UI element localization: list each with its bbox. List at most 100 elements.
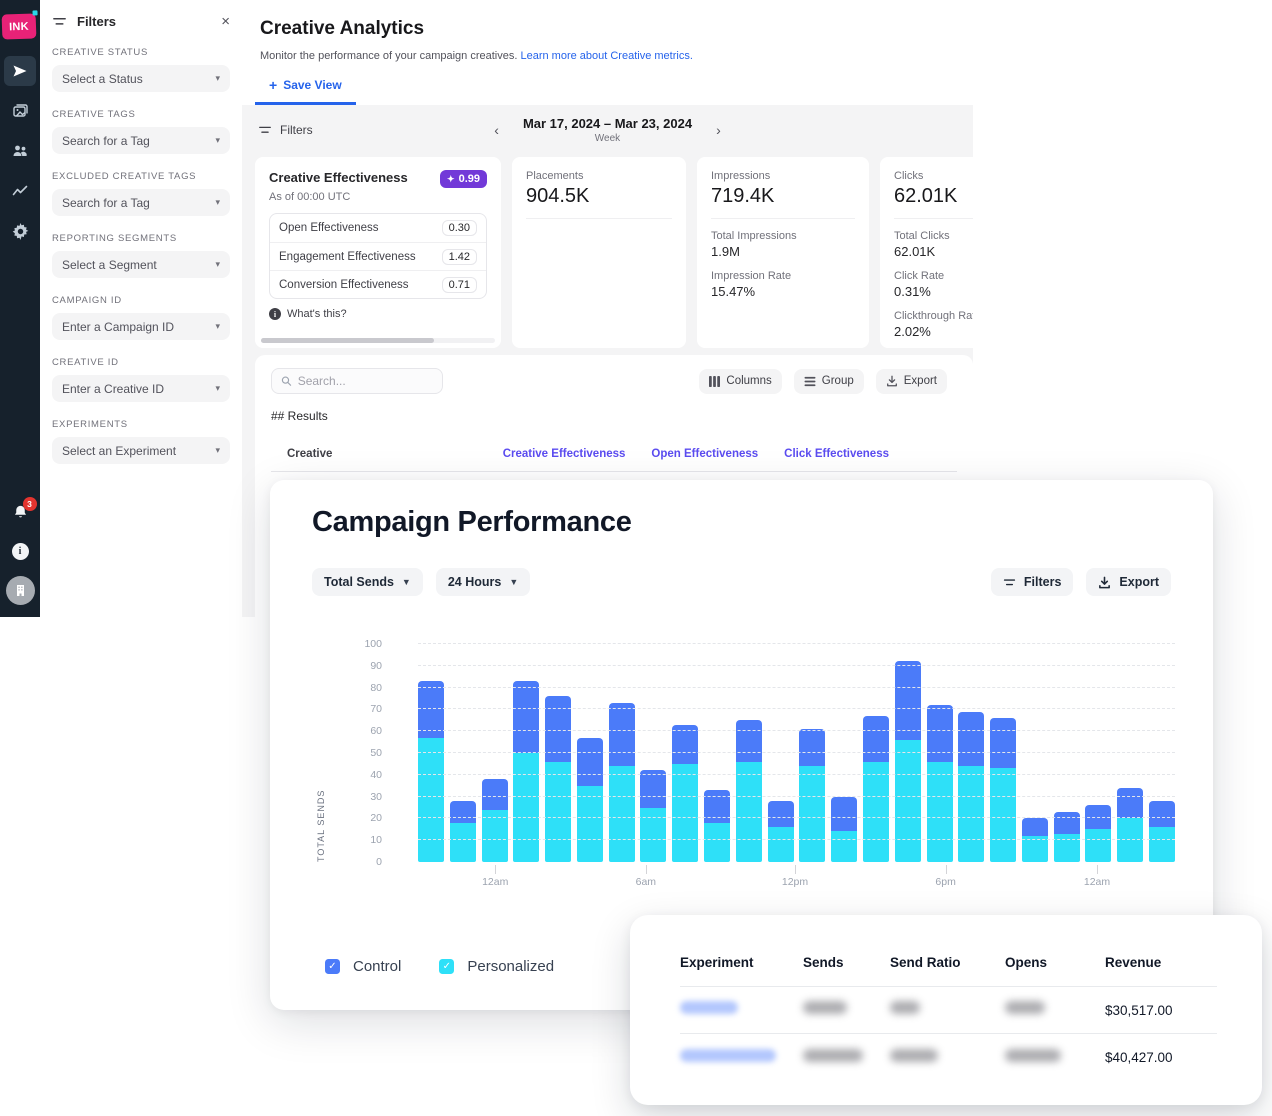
control-segment [767, 800, 794, 828]
bar-group[interactable] [545, 696, 572, 862]
bar-group[interactable] [799, 729, 826, 862]
bar-group[interactable] [1148, 800, 1175, 862]
bar-group[interactable] [894, 661, 921, 862]
column-header-click-effectiveness[interactable]: Click Effectiveness [784, 448, 889, 460]
nav-campaigns-send-icon[interactable] [4, 56, 36, 86]
control-checkbox[interactable]: ✓ [325, 959, 340, 974]
personalized-segment [418, 737, 444, 862]
y-tick-label: 10 [370, 834, 382, 847]
column-header-creative-effectiveness[interactable]: Creative Effectiveness [502, 448, 626, 460]
bar-group[interactable] [481, 779, 508, 862]
y-tick-label: 60 [370, 725, 382, 738]
scrollbar-thumb[interactable] [261, 338, 435, 343]
group-button[interactable]: Group [793, 368, 864, 394]
bar-group[interactable] [1117, 787, 1144, 862]
experiments-select[interactable]: Select an Experiment ▾ [52, 437, 230, 464]
columns-button[interactable]: Columns [699, 368, 782, 394]
excluded-creative-tags-select[interactable]: Search for a Tag ▾ [52, 189, 230, 216]
bar-group[interactable] [831, 796, 858, 862]
filter-label: CREATIVE STATUS [52, 47, 149, 58]
chart-export-button[interactable]: Export [1086, 568, 1171, 596]
bar-group[interactable] [418, 681, 444, 862]
learn-more-link[interactable]: Learn more about Creative metrics. [520, 50, 693, 62]
ink-logo[interactable]: INK [1, 13, 37, 40]
sends-value-redacted [803, 1048, 863, 1062]
x-tick-mark [1097, 865, 1099, 874]
panel-filters-button[interactable]: Filters [258, 123, 313, 137]
personalized-segment [576, 785, 603, 862]
y-tick-label: 40 [370, 768, 382, 781]
control-segment [545, 696, 572, 762]
y-tick-label: 50 [370, 747, 382, 759]
experiment-link-redacted[interactable] [680, 1048, 776, 1062]
revenue-value: $30,517.00 [1105, 1002, 1173, 1018]
bar-group[interactable] [862, 715, 889, 862]
effectiveness-row: Conversion Effectiveness 0.71 [270, 270, 486, 298]
bar-group[interactable] [608, 702, 635, 862]
personalized-segment [767, 827, 794, 862]
filter-label: CAMPAIGN ID [52, 295, 122, 306]
filter-icon [1003, 578, 1015, 585]
search-input[interactable] [297, 374, 433, 388]
experiments-table-card: Experiment Sends Send Ratio Opens Revenu… [630, 915, 1262, 1105]
prev-week-button[interactable]: ‹ [494, 122, 499, 138]
bar-group[interactable] [576, 737, 603, 862]
bar-group[interactable] [640, 770, 667, 862]
chevron-down-icon: ▾ [215, 197, 220, 207]
personalized-checkbox[interactable]: ✓ [439, 959, 455, 974]
chart-filters-button[interactable]: Filters [990, 568, 1074, 596]
bar-group[interactable] [990, 718, 1017, 862]
creative-tags-select[interactable]: Search for a Tag ▾ [52, 127, 230, 154]
nav-creatives[interactable] [4, 96, 36, 126]
nav-audiences[interactable] [4, 136, 36, 166]
x-tick-label: 6am [635, 876, 657, 888]
bar-group[interactable] [735, 720, 762, 862]
filter-label: CREATIVE ID [52, 357, 119, 368]
chart-bars [418, 644, 1175, 862]
column-header-open-effectiveness[interactable]: Open Effectiveness [651, 448, 759, 460]
bar-group[interactable] [1085, 805, 1112, 862]
control-segment [1085, 805, 1112, 830]
bar-group[interactable] [926, 705, 953, 862]
bar-group[interactable] [513, 681, 540, 862]
x-tick-mark [495, 865, 497, 874]
gridline [418, 839, 1175, 841]
personalized-segment [672, 763, 699, 862]
notifications-button[interactable]: 3 [12, 497, 37, 527]
table-row: $40,427.00 [680, 1034, 1217, 1081]
nav-analytics[interactable] [4, 176, 36, 206]
bar-group[interactable] [449, 800, 476, 862]
bar-group[interactable] [672, 724, 699, 862]
chevron-down-icon: ▼ [401, 577, 411, 587]
time-range-dropdown[interactable]: 24 Hours ▼ [435, 568, 531, 596]
campaign-id-select[interactable]: Enter a Campaign ID ▾ [52, 313, 230, 340]
account-avatar[interactable] [5, 576, 35, 605]
save-view-tab[interactable]: + Save View [255, 78, 356, 105]
app-sidebar: INK [0, 0, 40, 617]
metric-value-chip: 0.71 [441, 276, 477, 293]
whats-this-link[interactable]: i What's this? [269, 308, 487, 320]
next-week-button[interactable]: › [716, 122, 721, 138]
page-subtitle: Monitor the performance of your campaign… [260, 50, 693, 62]
metric-dropdown[interactable]: Total Sends ▼ [312, 568, 423, 596]
help-button[interactable]: i [11, 543, 29, 560]
personalized-segment [735, 761, 762, 862]
filter-group-excluded-creative-tags: EXCLUDED CREATIVE TAGS Search for a Tag ▾ [52, 171, 230, 216]
creative-id-select[interactable]: Enter a Creative ID ▾ [52, 375, 230, 402]
y-tick-label: 0 [376, 856, 382, 868]
bar-group[interactable] [767, 800, 794, 862]
date-range[interactable]: Mar 17, 2024 – Mar 23, 2024 [522, 116, 693, 131]
creative-status-select[interactable]: Select a Status ▾ [52, 65, 230, 92]
filter-group-creative-id: CREATIVE ID Enter a Creative ID ▾ [52, 357, 230, 402]
export-button[interactable]: Export [875, 368, 947, 394]
metric-value-chip: 1.42 [441, 248, 477, 265]
experiment-link-redacted[interactable] [680, 1001, 738, 1014]
bar-group[interactable] [704, 790, 731, 862]
sub-metric: Total Clicks 62.01K [894, 230, 950, 259]
reporting-segments-select[interactable]: Select a Segment ▾ [52, 251, 230, 278]
close-icon[interactable]: × [221, 13, 230, 30]
bar-group[interactable] [1053, 811, 1080, 862]
bar-group[interactable] [958, 711, 985, 862]
nav-settings[interactable] [4, 216, 36, 246]
bar-group[interactable] [1021, 818, 1048, 862]
